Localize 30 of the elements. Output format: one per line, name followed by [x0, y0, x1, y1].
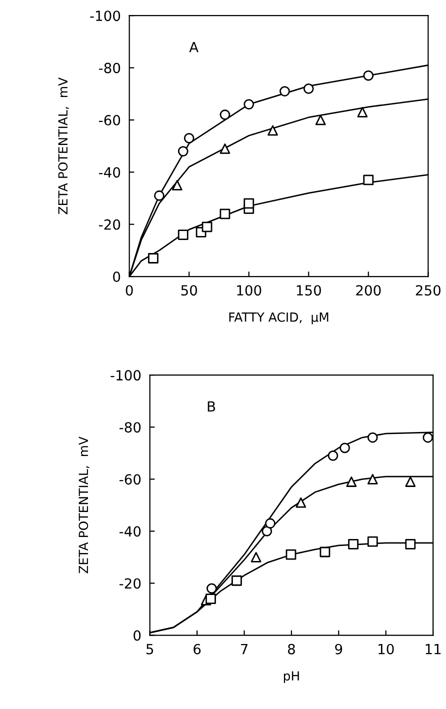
y-axis-title: ZETA POTENTIAL, mV — [78, 436, 90, 574]
x-axis-title: pH — [284, 671, 299, 684]
y-tick-label: -60 — [99, 114, 120, 126]
y-tick-label: -80 — [120, 422, 141, 433]
x-tick-label: 100 — [237, 285, 262, 296]
x-tick-label: 9 — [335, 644, 342, 654]
x-tick-label: 10 — [378, 644, 394, 654]
x-axis-title: FATTY ACID, μM — [229, 312, 328, 324]
x-tick-label: 250 — [416, 285, 440, 296]
y-tick-label: -80 — [99, 62, 120, 74]
x-tick-label: 7 — [240, 644, 248, 654]
x-tick-label: 6 — [194, 644, 201, 654]
y-tick-label: -60 — [120, 474, 141, 485]
y-tick-label: 0 — [134, 630, 141, 641]
y-tick-label: -40 — [120, 526, 141, 537]
y-tick-label: -20 — [120, 578, 141, 589]
y-tick-label: -40 — [99, 167, 120, 178]
annotation: A — [189, 42, 198, 52]
x-tick-label: 50 — [181, 285, 198, 296]
x-tick-label: 5 — [146, 644, 154, 654]
y-tick-label: 0 — [113, 271, 120, 282]
y-tick-label: -100 — [90, 10, 120, 22]
x-tick-label: 150 — [296, 285, 321, 296]
y-axis-title: ZETA POTENTIAL, mV — [58, 77, 69, 214]
annotation: B — [208, 401, 216, 412]
x-tick-label: 11 — [426, 644, 441, 654]
y-tick-label: -100 — [110, 370, 141, 381]
y-tick-label: -20 — [99, 219, 120, 230]
x-tick-label: 200 — [356, 285, 381, 296]
x-tick-label: 8 — [288, 644, 295, 654]
